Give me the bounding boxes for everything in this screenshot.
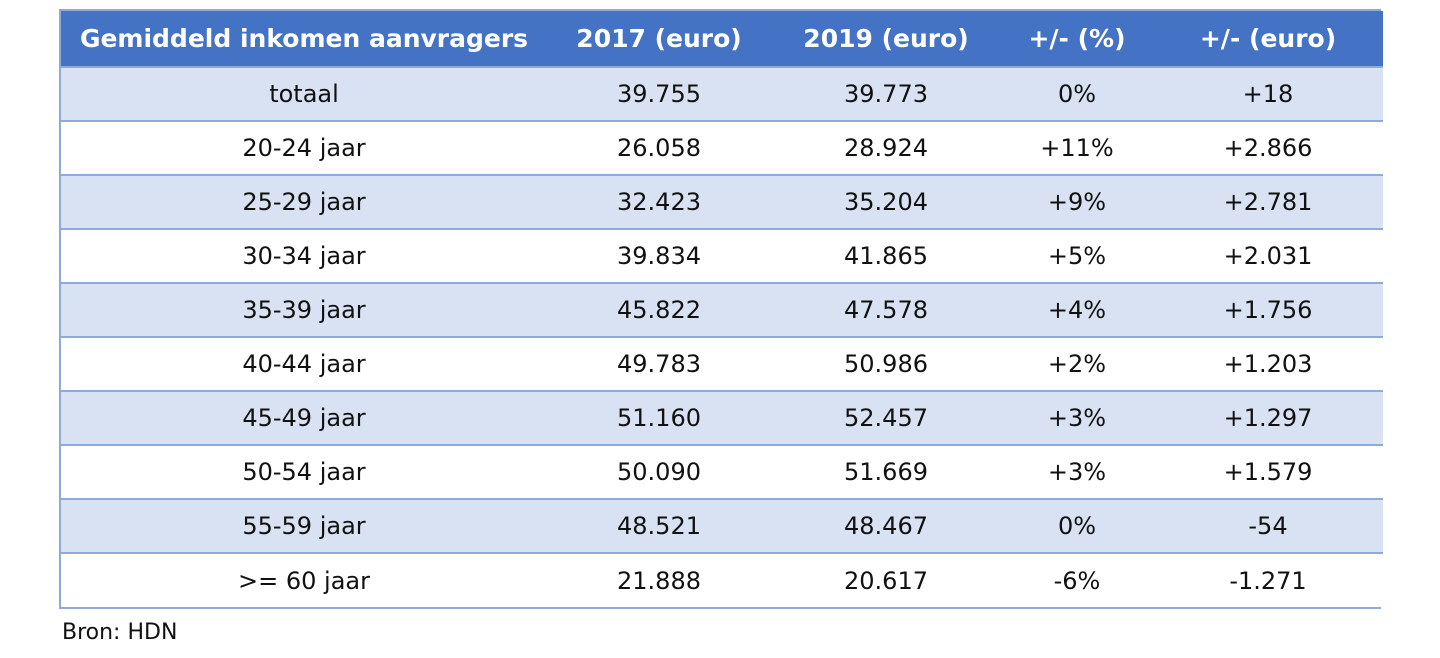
- change-percent: +3%: [1001, 390, 1153, 445]
- income-table-container: Gemiddeld inkomen aanvragers 2017 (euro)…: [59, 9, 1383, 609]
- table-row: 20-24 jaar 26.058 28.924 +11% +2.866: [61, 120, 1383, 175]
- value-2019: 50.986: [771, 336, 1001, 391]
- row-label: 30-34 jaar: [61, 228, 547, 283]
- value-2019: 20.617: [771, 552, 1001, 607]
- value-2019: 48.467: [771, 498, 1001, 553]
- table-header-row: Gemiddeld inkomen aanvragers 2017 (euro)…: [61, 11, 1383, 67]
- value-2019: 52.457: [771, 390, 1001, 445]
- value-2019: 47.578: [771, 282, 1001, 337]
- table-row: 25-29 jaar 32.423 35.204 +9% +2.781: [61, 174, 1383, 229]
- change-percent: 0%: [1001, 66, 1153, 121]
- row-label: 35-39 jaar: [61, 282, 547, 337]
- value-2019: 28.924: [771, 120, 1001, 175]
- table-row: 45-49 jaar 51.160 52.457 +3% +1.297: [61, 390, 1383, 445]
- change-percent: 0%: [1001, 498, 1153, 553]
- value-2017: 49.783: [547, 336, 771, 391]
- change-euro: +1.203: [1153, 336, 1383, 391]
- source-note: Bron: HDN: [62, 620, 178, 645]
- table-row: 30-34 jaar 39.834 41.865 +5% +2.031: [61, 228, 1383, 283]
- table-row: 35-39 jaar 45.822 47.578 +4% +1.756: [61, 282, 1383, 337]
- value-2017: 45.822: [547, 282, 771, 337]
- value-2019: 35.204: [771, 174, 1001, 229]
- value-2017: 32.423: [547, 174, 771, 229]
- value-2019: 51.669: [771, 444, 1001, 499]
- column-header-category: Gemiddeld inkomen aanvragers: [79, 24, 529, 53]
- row-label: totaal: [61, 66, 547, 121]
- row-label: >= 60 jaar: [61, 552, 547, 607]
- change-euro: +1.756: [1153, 282, 1383, 337]
- value-2017: 26.058: [547, 120, 771, 175]
- column-header-2019: 2019 (euro): [803, 24, 969, 53]
- row-label: 25-29 jaar: [61, 174, 547, 229]
- change-percent: +9%: [1001, 174, 1153, 229]
- value-2017: 48.521: [547, 498, 771, 553]
- value-2017: 39.755: [547, 66, 771, 121]
- change-euro: +2.866: [1153, 120, 1383, 175]
- row-label: 40-44 jaar: [61, 336, 547, 391]
- change-euro: +18: [1153, 66, 1383, 121]
- change-euro: -1.271: [1153, 552, 1383, 607]
- row-label: 55-59 jaar: [61, 498, 547, 553]
- change-percent: -6%: [1001, 552, 1153, 607]
- change-percent: +4%: [1001, 282, 1153, 337]
- change-euro: +1.579: [1153, 444, 1383, 499]
- change-euro: +1.297: [1153, 390, 1383, 445]
- table-row: 40-44 jaar 49.783 50.986 +2% +1.203: [61, 336, 1383, 391]
- income-table: Gemiddeld inkomen aanvragers 2017 (euro)…: [61, 11, 1383, 607]
- change-euro: +2.781: [1153, 174, 1383, 229]
- value-2019: 39.773: [771, 66, 1001, 121]
- value-2017: 21.888: [547, 552, 771, 607]
- change-percent: +5%: [1001, 228, 1153, 283]
- row-label: 20-24 jaar: [61, 120, 547, 175]
- change-percent: +11%: [1001, 120, 1153, 175]
- row-label: 45-49 jaar: [61, 390, 547, 445]
- value-2017: 50.090: [547, 444, 771, 499]
- column-header-change-percent: +/- (%): [1028, 24, 1126, 53]
- column-header-2017: 2017 (euro): [576, 24, 742, 53]
- row-label: 50-54 jaar: [61, 444, 547, 499]
- change-percent: +2%: [1001, 336, 1153, 391]
- value-2017: 39.834: [547, 228, 771, 283]
- value-2019: 41.865: [771, 228, 1001, 283]
- value-2017: 51.160: [547, 390, 771, 445]
- change-percent: +3%: [1001, 444, 1153, 499]
- table-row: >= 60 jaar 21.888 20.617 -6% -1.271: [61, 552, 1383, 607]
- column-header-change-euro: +/- (euro): [1199, 24, 1337, 53]
- table-row: totaal 39.755 39.773 0% +18: [61, 66, 1383, 121]
- table-row: 50-54 jaar 50.090 51.669 +3% +1.579: [61, 444, 1383, 499]
- change-euro: +2.031: [1153, 228, 1383, 283]
- table-row: 55-59 jaar 48.521 48.467 0% -54: [61, 498, 1383, 553]
- change-euro: -54: [1153, 498, 1383, 553]
